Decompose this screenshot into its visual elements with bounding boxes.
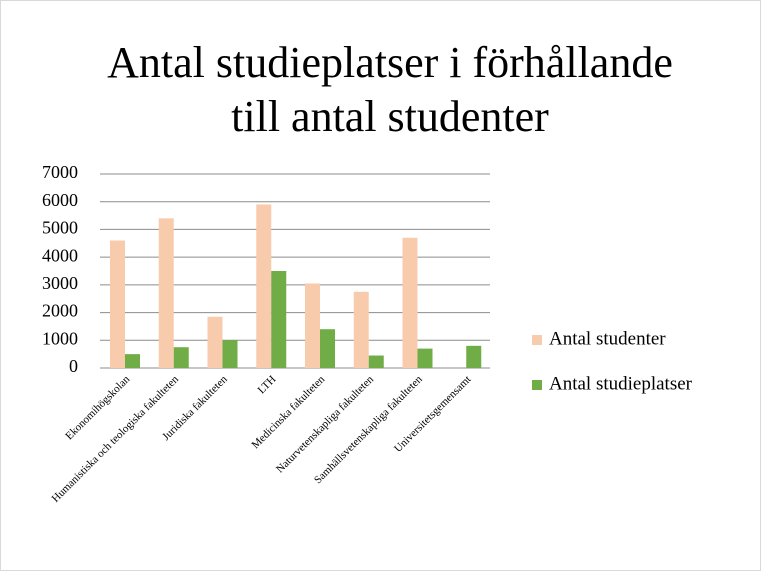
bar xyxy=(158,218,174,368)
bar xyxy=(222,340,238,368)
bar xyxy=(368,355,384,368)
bar xyxy=(402,237,418,368)
legend-label: Antal studenter xyxy=(549,328,666,349)
legend-swatch xyxy=(532,380,542,390)
y-tick-label: 6000 xyxy=(42,190,78,210)
legend-swatch xyxy=(532,335,542,345)
bar xyxy=(207,316,223,368)
chart-title: Antal studieplatser i förhållande till a… xyxy=(107,38,673,141)
y-tick-label: 1000 xyxy=(42,328,78,348)
bar xyxy=(417,348,433,368)
bar xyxy=(125,354,140,368)
bar xyxy=(173,347,189,368)
bar xyxy=(353,291,369,368)
y-tick-label: 3000 xyxy=(42,273,78,293)
y-tick-label: 5000 xyxy=(42,218,78,238)
y-tick-label: 2000 xyxy=(42,301,78,321)
bar xyxy=(466,345,482,368)
bar xyxy=(320,329,335,368)
bar xyxy=(110,240,125,368)
bar xyxy=(256,204,272,368)
bar xyxy=(271,271,287,368)
y-tick-label: 7000 xyxy=(42,162,78,182)
legend-label: Antal studieplatser xyxy=(549,373,693,394)
y-tick-label: 4000 xyxy=(42,245,78,265)
bar xyxy=(305,283,320,368)
y-tick-label: 0 xyxy=(69,356,78,376)
